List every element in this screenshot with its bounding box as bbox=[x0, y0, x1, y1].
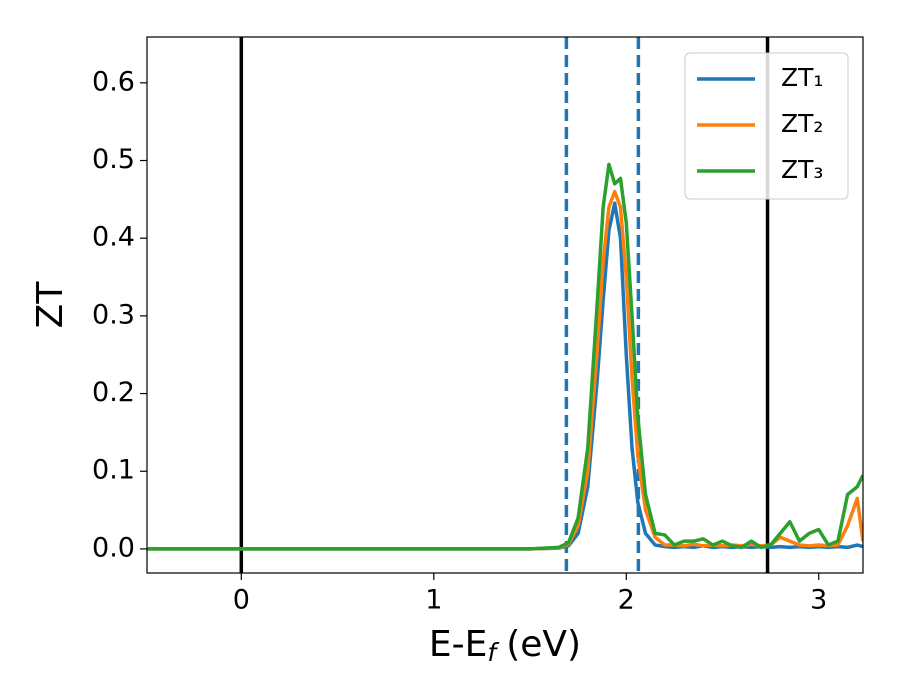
x-axis-label: E-Ef (eV) bbox=[429, 624, 581, 667]
x-tick-label: 0 bbox=[233, 585, 250, 616]
series-line bbox=[147, 201, 863, 551]
y-tick-label: 0.2 bbox=[92, 377, 135, 408]
x-label-main: E-E bbox=[429, 624, 487, 665]
x-tick-label: 1 bbox=[425, 585, 442, 616]
y-tick-label: 0.4 bbox=[92, 222, 135, 253]
x-tick-label: 2 bbox=[618, 585, 635, 616]
y-tick-label: 0.0 bbox=[92, 532, 135, 563]
y-tick-label: 0.5 bbox=[92, 144, 135, 175]
y-tick-label: 0.3 bbox=[92, 299, 135, 330]
series-line bbox=[147, 189, 863, 551]
y-tick-label: 0.1 bbox=[92, 455, 135, 486]
x-label-sub: f bbox=[487, 638, 499, 667]
legend-box bbox=[684, 52, 849, 200]
legend-label: ZT₁ bbox=[781, 63, 823, 92]
x-tick-label: 3 bbox=[810, 585, 827, 616]
y-axis-label: ZT bbox=[30, 281, 71, 329]
y-tick-label: 0.6 bbox=[92, 66, 135, 97]
plot-frame bbox=[146, 36, 864, 574]
legend: ZT₁ ZT₂ ZT₃ bbox=[684, 52, 849, 200]
legend-label: ZT₃ bbox=[781, 155, 823, 184]
legend-label: ZT₂ bbox=[781, 109, 823, 138]
x-label-unit: (eV) bbox=[506, 624, 581, 665]
series-line bbox=[147, 162, 863, 551]
